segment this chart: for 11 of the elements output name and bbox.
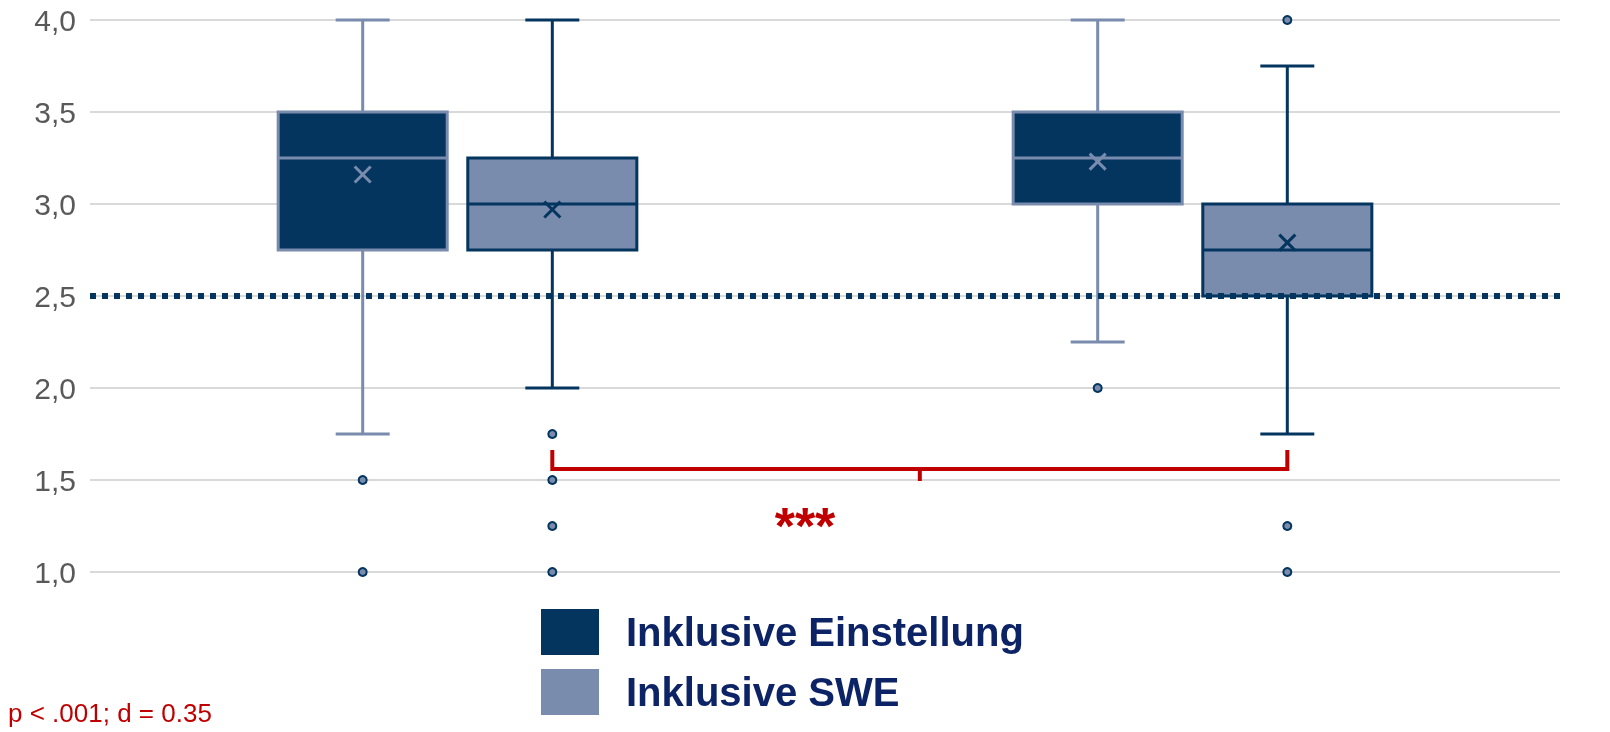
y-tick-label: 3,5 (34, 95, 76, 129)
text: p < .001; d = 0.35 (8, 698, 212, 728)
y-tick-label: 3,0 (34, 187, 76, 221)
y-tick-label: 2,0 (34, 371, 76, 405)
y-tick-label: 2,5 (34, 279, 76, 313)
legend-label: Inklusive SWE (626, 670, 900, 714)
annotation: *** (774, 497, 837, 555)
y-tick-label: 1,0 (34, 555, 76, 589)
legend-label: Inklusive Einstellung (626, 610, 1024, 654)
y-tick-label: 1,5 (34, 463, 76, 497)
y-tick-label: 4,0 (34, 3, 76, 37)
